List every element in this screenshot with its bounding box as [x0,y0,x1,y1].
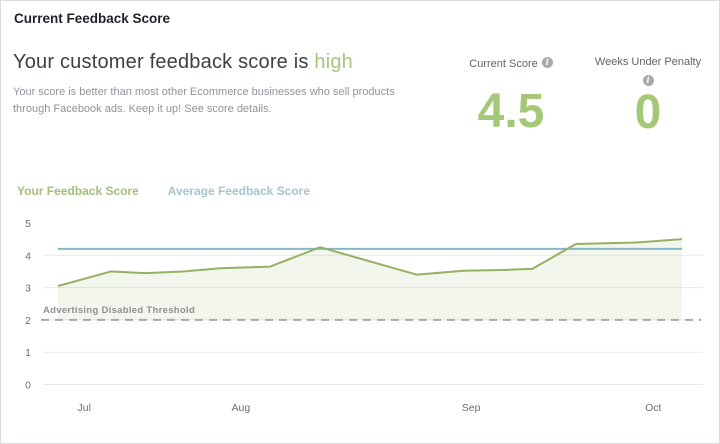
weeks-under-penalty-icon-row [583,72,713,87]
weeks-under-penalty-label: Weeks Under Penalty [594,56,702,68]
score-status-value: high [314,51,353,73]
legend-your-feedback-score[interactable]: Your Feedback Score [17,184,139,198]
x-axis-tick-label: Oct [645,402,661,414]
panel-title: Current Feedback Score [14,11,171,26]
x-axis-tick-label: Aug [231,402,250,414]
y-axis-tick-label: 4 [25,250,31,262]
threshold-label: Advertising Disabled Threshold [43,305,195,316]
current-score-label: Current Score [469,58,538,70]
weeks-under-penalty-label-row: Weeks Under Penalty [583,52,713,70]
y-axis-tick-label: 5 [25,218,31,230]
y-axis-tick-label: 3 [25,283,31,295]
y-axis-tick-label: 2 [25,315,31,327]
x-axis-tick-label: Jul [77,402,90,414]
feedback-chart: 0 1 2 3 4 5 Advertising Disabled Threshold Jul A… [25,218,703,414]
see-score-details-link[interactable]: See score details. [184,103,272,115]
info-icon[interactable] [541,57,553,69]
x-axis-tick-label: Sep [462,402,481,414]
chart-legend: Your Feedback Score Average Feedback Sco… [17,184,310,198]
y-axis-tick-label: 0 [25,380,31,392]
score-subtitle: Your score is better than most other Eco… [13,84,433,118]
info-icon[interactable] [642,75,654,87]
score-heading-text: Your customer feedback score is [13,51,309,73]
legend-average-feedback-score[interactable]: Average Feedback Score [167,184,311,198]
current-score-stat: Current Score 4.5 [451,54,571,136]
your-feedback-score-line [57,238,683,287]
current-score-label-row: Current Score [451,54,571,72]
current-score-value: 4.5 [477,85,545,138]
weeks-under-penalty-value: 0 [634,86,662,139]
y-axis-tick-label: 1 [25,347,31,359]
weeks-under-penalty-stat: Weeks Under Penalty 0 [583,52,713,137]
subtitle-text: Your score is better than most other Eco… [13,86,395,115]
your-score-area-fill [58,239,682,320]
score-heading: Your customer feedback score is high [13,51,353,74]
